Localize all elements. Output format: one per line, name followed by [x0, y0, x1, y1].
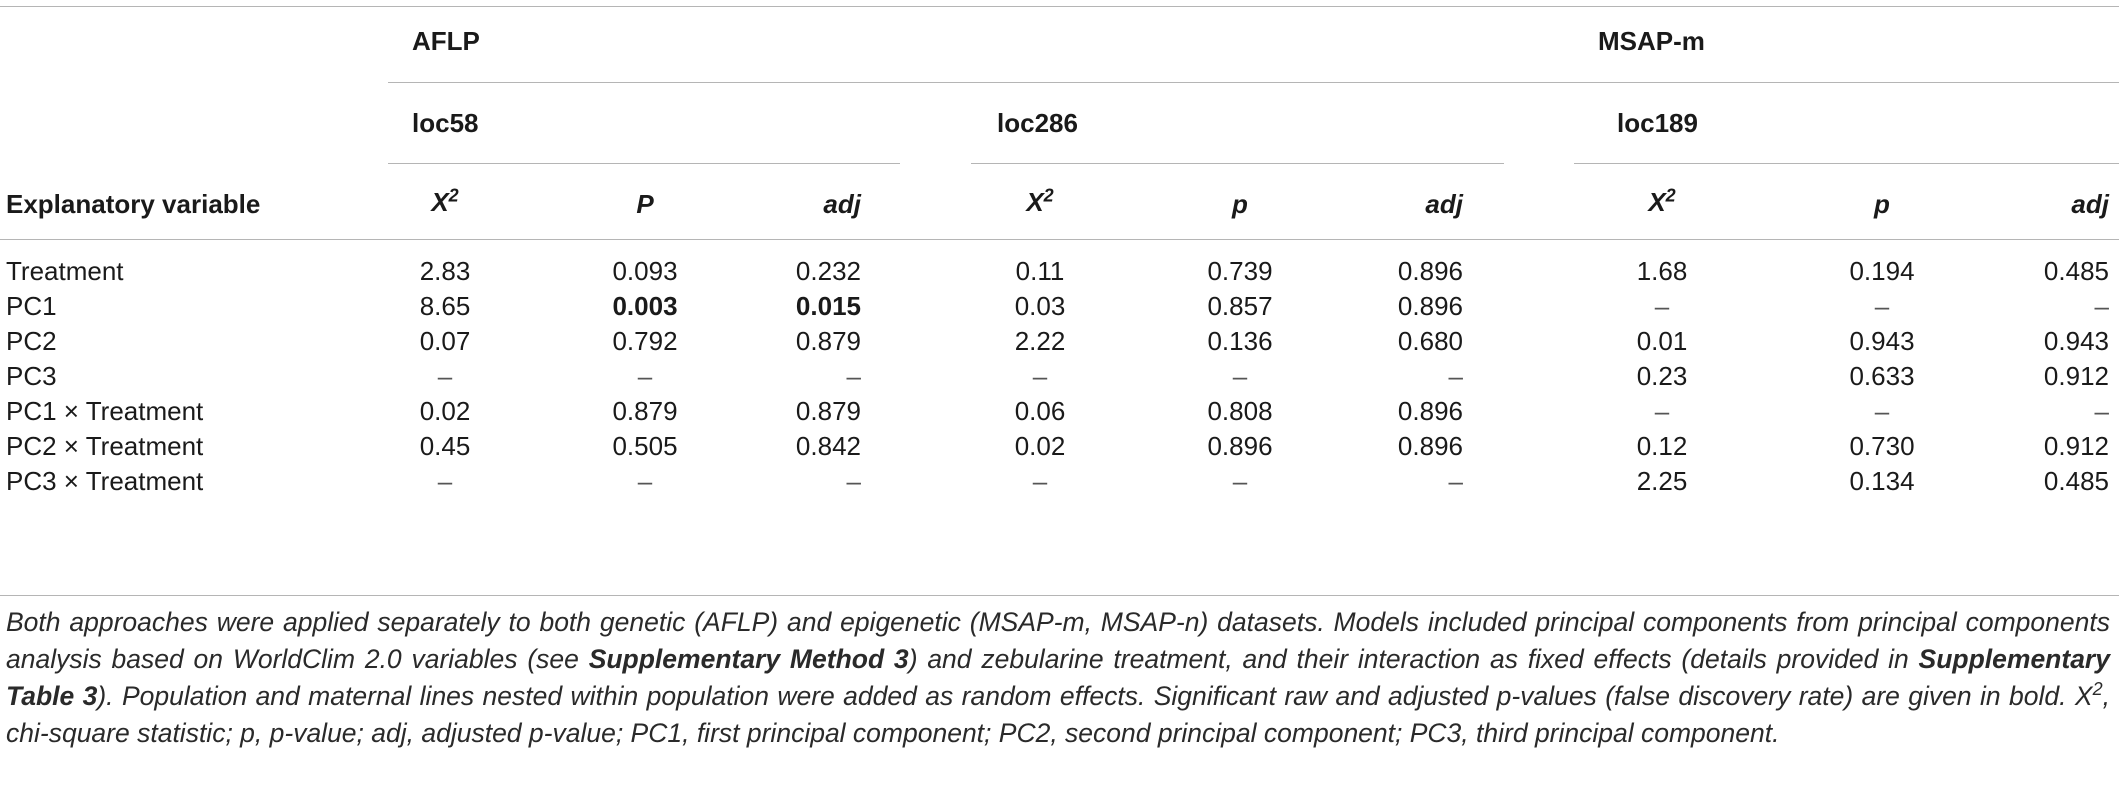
- row-label: PC2: [6, 326, 57, 356]
- loc58-x2-cell: –: [437, 466, 453, 496]
- row-label: PC3 × Treatment: [6, 466, 204, 496]
- loc58-adj-cell: –: [846, 466, 861, 496]
- loc189-x2-cell: 2.25: [1636, 466, 1688, 496]
- row-label: PC1: [6, 291, 57, 321]
- msap-m-header: MSAP-m: [1598, 26, 1705, 56]
- header-bottom-rule: [0, 239, 2119, 240]
- row-label: PC2 × Treatment: [6, 431, 204, 461]
- bottom-rule: [0, 595, 2119, 596]
- loc189-x2-cell: –: [1654, 291, 1670, 321]
- loc286-adj-header: adj: [1425, 189, 1463, 219]
- loc189-adj-cell: 0.943: [2043, 326, 2109, 356]
- loc189-p-cell: 0.633: [1849, 361, 1915, 391]
- loc286-adj-cell: 0.896: [1397, 256, 1463, 286]
- loc58-adj-cell: 0.879: [795, 326, 861, 356]
- loc286-p-cell: 0.857: [1207, 291, 1273, 321]
- loc286-x2-cell: 0.06: [1014, 396, 1066, 426]
- loc58-x2-cell: –: [437, 361, 453, 391]
- loc286-p-header: p: [1232, 189, 1248, 219]
- aflp-rule: [388, 82, 2119, 83]
- loc286-p-cell: 0.739: [1207, 256, 1273, 286]
- loc58-x2-cell: 0.07: [419, 326, 471, 356]
- loc58-adj-cell: 0.879: [795, 396, 861, 426]
- loc189-p-cell: 0.134: [1849, 466, 1915, 496]
- loc189-x2-header: X2: [1648, 185, 1676, 217]
- loc189-p-cell: 0.194: [1849, 256, 1915, 286]
- loc58-p-cell: 0.792: [612, 326, 678, 356]
- loc189-p-cell: –: [1874, 396, 1890, 426]
- loc286-x2-cell: 2.22: [1014, 326, 1066, 356]
- loc286-p-cell: –: [1232, 361, 1248, 391]
- loc58-p-cell: –: [637, 466, 653, 496]
- loc189-x2-cell: 0.12: [1636, 431, 1688, 461]
- loc189-x2-cell: –: [1654, 396, 1670, 426]
- loc286-rule: [971, 163, 1504, 164]
- supplementary-table-ref: Supplementary Table 3: [6, 644, 2110, 711]
- loc286-adj-cell: 0.896: [1397, 431, 1463, 461]
- loc58-adj-cell: 0.232: [795, 256, 861, 286]
- loc189-p-header: p: [1874, 189, 1890, 219]
- top-rule: [0, 6, 2119, 7]
- loc286-header: loc286: [997, 108, 1078, 138]
- loc189-x2-cell: 1.68: [1636, 256, 1688, 286]
- loc286-x2-cell: 0.03: [1014, 291, 1066, 321]
- loc58-adj-cell: 0.015: [795, 291, 861, 321]
- loc58-p-cell: 0.505: [612, 431, 678, 461]
- loc189-adj-cell: 0.912: [2043, 361, 2109, 391]
- loc58-x2-cell: 2.83: [419, 256, 471, 286]
- loc189-adj-cell: –: [2094, 396, 2109, 426]
- loc189-adj-header: adj: [2071, 189, 2109, 219]
- loc286-p-cell: –: [1232, 466, 1248, 496]
- loc58-adj-cell: –: [846, 361, 861, 391]
- loc58-adj-header: adj: [823, 189, 861, 219]
- loc286-x2-cell: 0.02: [1014, 431, 1066, 461]
- loc58-p-header: P: [636, 189, 654, 219]
- loc286-adj-cell: –: [1448, 466, 1463, 496]
- loc58-header: loc58: [412, 108, 479, 138]
- loc58-x2-cell: 8.65: [419, 291, 471, 321]
- loc286-x2-cell: –: [1032, 361, 1048, 391]
- loc286-x2-cell: –: [1032, 466, 1048, 496]
- loc58-x2-header: X2: [431, 185, 459, 217]
- row-label: PC3: [6, 361, 57, 391]
- loc189-p-cell: 0.943: [1849, 326, 1915, 356]
- loc286-p-cell: 0.896: [1207, 431, 1273, 461]
- aflp-header: AFLP: [412, 26, 480, 56]
- loc286-adj-cell: 0.896: [1397, 291, 1463, 321]
- loc189-adj-cell: 0.912: [2043, 431, 2109, 461]
- loc189-x2-cell: 0.01: [1636, 326, 1688, 356]
- supplementary-method-ref: Supplementary Method 3: [588, 644, 909, 674]
- table-footnote: Both approaches were applied separately …: [6, 607, 2110, 748]
- row-label: PC1 × Treatment: [6, 396, 204, 426]
- loc286-x2-cell: 0.11: [1015, 256, 1065, 286]
- loc58-p-cell: –: [637, 361, 653, 391]
- loc189-p-cell: 0.730: [1849, 431, 1915, 461]
- loc189-adj-cell: 0.485: [2043, 256, 2109, 286]
- loc189-p-cell: –: [1874, 291, 1890, 321]
- loc286-p-cell: 0.808: [1207, 396, 1273, 426]
- loc58-x2-cell: 0.02: [419, 396, 471, 426]
- row-label: Treatment: [6, 256, 124, 286]
- loc58-rule: [388, 163, 900, 164]
- loc189-rule: [1574, 163, 2119, 164]
- loc286-p-cell: 0.136: [1207, 326, 1273, 356]
- loc58-x2-cell: 0.45: [419, 431, 471, 461]
- loc58-adj-cell: 0.842: [795, 431, 861, 461]
- loc286-adj-cell: 0.896: [1397, 396, 1463, 426]
- explanatory-variable-header: Explanatory variable: [6, 189, 261, 219]
- loc286-adj-cell: 0.680: [1397, 326, 1463, 356]
- loc58-p-cell: 0.003: [612, 291, 678, 321]
- loc189-adj-cell: –: [2094, 291, 2109, 321]
- loc286-x2-header: X2: [1026, 185, 1054, 217]
- loc58-p-cell: 0.879: [612, 396, 678, 426]
- loc189-x2-cell: 0.23: [1636, 361, 1688, 391]
- loc189-header: loc189: [1617, 108, 1698, 138]
- loc286-adj-cell: –: [1448, 361, 1463, 391]
- loc58-p-cell: 0.093: [612, 256, 678, 286]
- loc189-adj-cell: 0.485: [2043, 466, 2109, 496]
